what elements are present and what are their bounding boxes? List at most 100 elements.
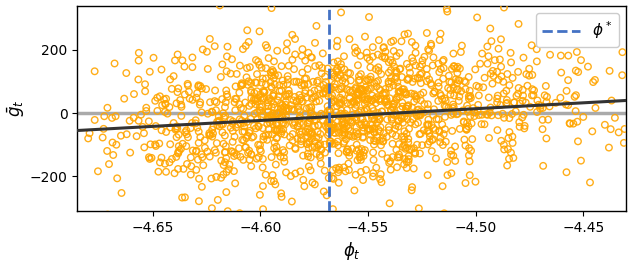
Point (253, 124, 264, 128)
Point (243, 134, 253, 138)
Point (502, 163, 512, 168)
Point (386, 116, 396, 120)
Point (423, 47, 433, 51)
Point (328, 123, 338, 127)
Point (210, 44, 220, 48)
Point (286, 103, 296, 107)
Point (327, 70, 337, 75)
Point (90, 118, 100, 122)
Point (341, 115, 351, 120)
Point (339, 76, 349, 80)
Point (314, 99, 324, 103)
Point (298, 178, 308, 182)
Point (354, 74, 364, 78)
Point (313, 123, 324, 128)
Point (588, 80, 599, 84)
Point (449, 64, 459, 68)
Point (216, 158, 226, 163)
Point (329, 75, 339, 79)
Point (218, 172, 228, 177)
Point (222, 209, 233, 213)
Point (243, 151, 253, 155)
Point (440, 115, 450, 119)
Point (336, 97, 346, 102)
Point (245, 226, 255, 230)
Point (170, 58, 180, 62)
Point (258, 134, 269, 139)
Point (289, 108, 299, 112)
Point (393, 119, 403, 124)
Point (272, 111, 282, 116)
Point (207, 110, 217, 114)
Point (372, 121, 382, 125)
Point (295, 109, 305, 113)
Point (344, 96, 355, 100)
Point (304, 164, 314, 169)
Point (375, 129, 385, 133)
Point (322, 193, 332, 198)
Point (165, 142, 175, 146)
Point (250, 80, 260, 84)
Point (268, 117, 278, 121)
Point (323, 109, 333, 113)
Point (619, 141, 629, 145)
Point (174, 132, 184, 137)
Point (386, 108, 396, 112)
Point (416, 81, 426, 85)
Point (392, 165, 402, 169)
Point (305, 91, 315, 95)
Point (336, 62, 346, 66)
Point (281, 103, 291, 107)
Point (442, 160, 453, 164)
Point (389, 65, 399, 69)
Point (396, 90, 406, 94)
Point (404, 127, 414, 131)
Point (307, 145, 317, 150)
Point (437, 59, 447, 63)
Point (173, 90, 183, 94)
Point (207, 176, 217, 181)
Point (252, 99, 262, 104)
Point (209, 124, 219, 129)
Point (358, 178, 368, 182)
Point (526, 43, 537, 47)
Point (538, 106, 548, 110)
Point (179, 92, 190, 96)
Point (338, 113, 348, 117)
Point (447, 106, 458, 110)
Point (488, 69, 498, 73)
Point (219, 116, 229, 120)
Point (281, 99, 291, 104)
Point (314, 63, 324, 67)
Point (409, 92, 419, 96)
Point (281, 118, 291, 122)
Point (617, 73, 627, 77)
Point (369, 138, 379, 143)
Point (327, 100, 337, 105)
Point (351, 103, 362, 107)
Point (309, 88, 319, 93)
Point (215, 118, 225, 123)
Point (300, 184, 310, 188)
Y-axis label: $\bar{g}_t$: $\bar{g}_t$ (6, 99, 27, 117)
Point (284, 143, 295, 148)
Point (326, 96, 336, 100)
Point (394, 142, 404, 146)
Point (267, 155, 277, 159)
Point (228, 140, 238, 144)
Point (150, 142, 160, 147)
Point (157, 128, 167, 132)
Point (456, 50, 466, 54)
Point (470, 180, 480, 184)
Point (415, 72, 425, 77)
Point (360, 102, 370, 106)
Point (417, 143, 427, 147)
Point (403, 104, 413, 109)
Point (511, 94, 521, 98)
Point (339, 165, 349, 169)
Point (324, 108, 334, 112)
Point (449, 85, 459, 90)
Point (605, 69, 615, 73)
Point (315, 153, 325, 157)
Point (338, 130, 348, 134)
